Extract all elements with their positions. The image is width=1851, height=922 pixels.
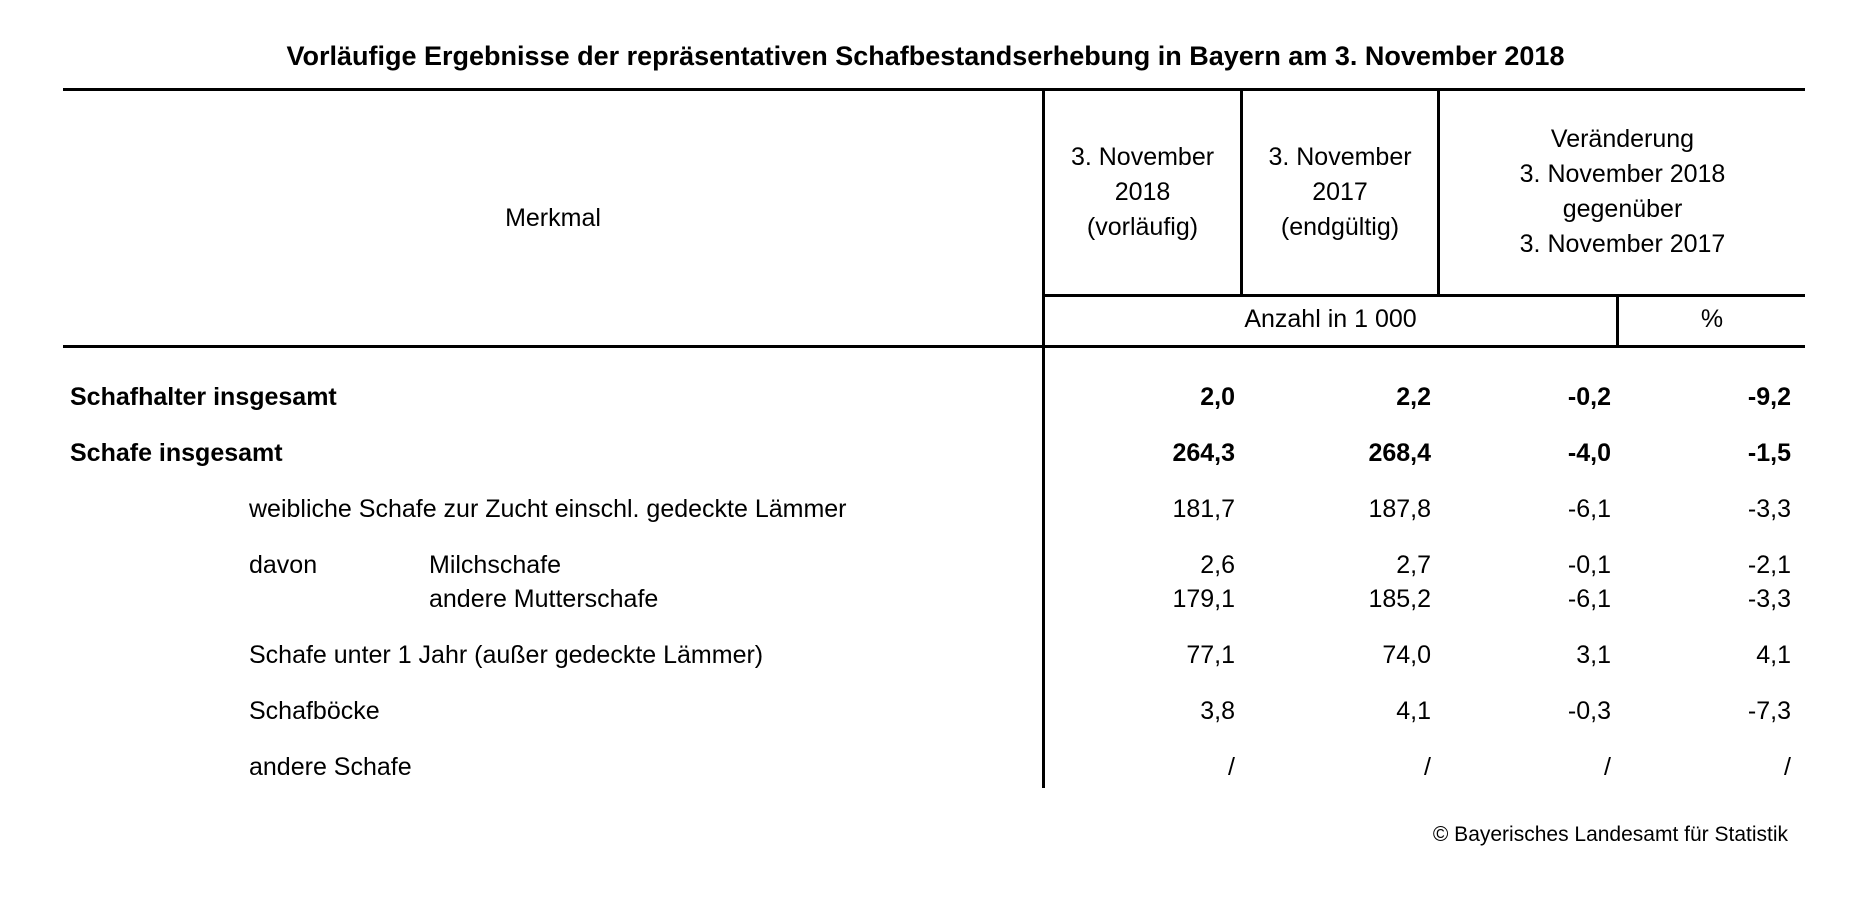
header-col-2018-line1: 3. November: [1070, 143, 1215, 171]
row-label-schafe-unter-1-jahr: Schafe unter 1 Jahr (außer gedeckte Lämm…: [249, 641, 764, 669]
unit-count-label: Anzahl in 1 000: [1244, 305, 1417, 333]
cell-2018: 2,0: [1200, 383, 1235, 411]
row-label-schafe-insgesamt: Schafe insgesamt: [70, 439, 283, 467]
cell-2017: 4,1: [1396, 697, 1431, 725]
cell-2018: 181,7: [1172, 495, 1235, 523]
row-label-milchschafe: Milchschafe: [429, 551, 561, 579]
cell-2018: /: [1228, 753, 1235, 781]
unit-divider: [1616, 296, 1619, 347]
header-col-2018-line3: (vorläufig): [1086, 213, 1199, 241]
cell-2018: 77,1: [1186, 641, 1235, 669]
cell-2017: /: [1424, 753, 1431, 781]
unit-row-top-rule: [1045, 294, 1805, 297]
cell-diff: -0,3: [1567, 697, 1611, 725]
cell-2018: 179,1: [1172, 585, 1235, 613]
cell-pct: -3,3: [1747, 585, 1791, 613]
header-col-2018: 3. November 2018 (vorläufig): [1045, 140, 1240, 245]
page-title: Vorläufige Ergebnisse der repräsentative…: [286, 41, 1565, 71]
cell-pct: /: [1784, 753, 1791, 781]
table-top-rule: [63, 88, 1805, 91]
row-label-andere-schafe: andere Schafe: [249, 753, 412, 781]
cell-diff: /: [1604, 753, 1611, 781]
header-col-change-line4: 3. November 2017: [1519, 230, 1726, 258]
cell-pct: 4,1: [1756, 641, 1791, 669]
header-col-change-line2: 3. November 2018: [1519, 160, 1726, 188]
cell-2018: 264,3: [1172, 439, 1235, 467]
cell-pct: -1,5: [1747, 439, 1791, 467]
col2-col3-divider: [1437, 90, 1440, 296]
cell-diff: -4,0: [1567, 439, 1611, 467]
row-prefix-davon: davon: [249, 551, 318, 579]
header-col-2017-line3: (endgültig): [1280, 213, 1400, 241]
header-col-2017: 3. November 2017 (endgültig): [1243, 140, 1437, 245]
row-label-weibliche-schafe: weibliche Schafe zur Zucht einschl. gede…: [249, 495, 847, 523]
header-col-change: Veränderung 3. November 2018 gegenüber 3…: [1440, 122, 1805, 262]
cell-2017: 185,2: [1368, 585, 1431, 613]
copyright-footer: © Bayerisches Landesamt für Statistik: [1432, 823, 1788, 846]
merkmal-column-divider: [1042, 90, 1045, 788]
cell-pct: -3,3: [1747, 495, 1791, 523]
header-bottom-rule: [63, 345, 1805, 348]
header-merkmal: Merkmal: [505, 204, 601, 232]
header-col-2017-line1: 3. November: [1268, 143, 1412, 171]
cell-pct: -2,1: [1747, 551, 1791, 579]
header-col-change-line1: Veränderung: [1550, 125, 1695, 153]
row-label-schafboecke: Schafböcke: [249, 697, 380, 725]
header-col-2017-line2: 2017: [1312, 178, 1368, 206]
cell-2017: 2,7: [1396, 551, 1431, 579]
cell-diff: 3,1: [1576, 641, 1611, 669]
cell-diff: -0,2: [1567, 383, 1611, 411]
cell-diff: -6,1: [1567, 585, 1611, 613]
header-col-2018-line2: 2018: [1114, 178, 1171, 206]
cell-pct: -7,3: [1747, 697, 1791, 725]
row-label-schafhalter: Schafhalter insgesamt: [70, 383, 337, 411]
cell-2017: 2,2: [1396, 383, 1431, 411]
header-col-change-line3: gegenüber: [1562, 195, 1683, 223]
col1-col2-divider: [1240, 90, 1243, 296]
cell-2017: 74,0: [1382, 641, 1431, 669]
cell-diff: -0,1: [1567, 551, 1611, 579]
cell-2018: 2,6: [1200, 551, 1235, 579]
cell-2018: 3,8: [1200, 697, 1235, 725]
cell-diff: -6,1: [1567, 495, 1611, 523]
cell-2017: 187,8: [1368, 495, 1431, 523]
cell-pct: -9,2: [1747, 383, 1791, 411]
cell-2017: 268,4: [1368, 439, 1431, 467]
row-label-andere-mutterschafe: andere Mutterschafe: [429, 585, 659, 613]
unit-percent-label: %: [1700, 305, 1724, 333]
